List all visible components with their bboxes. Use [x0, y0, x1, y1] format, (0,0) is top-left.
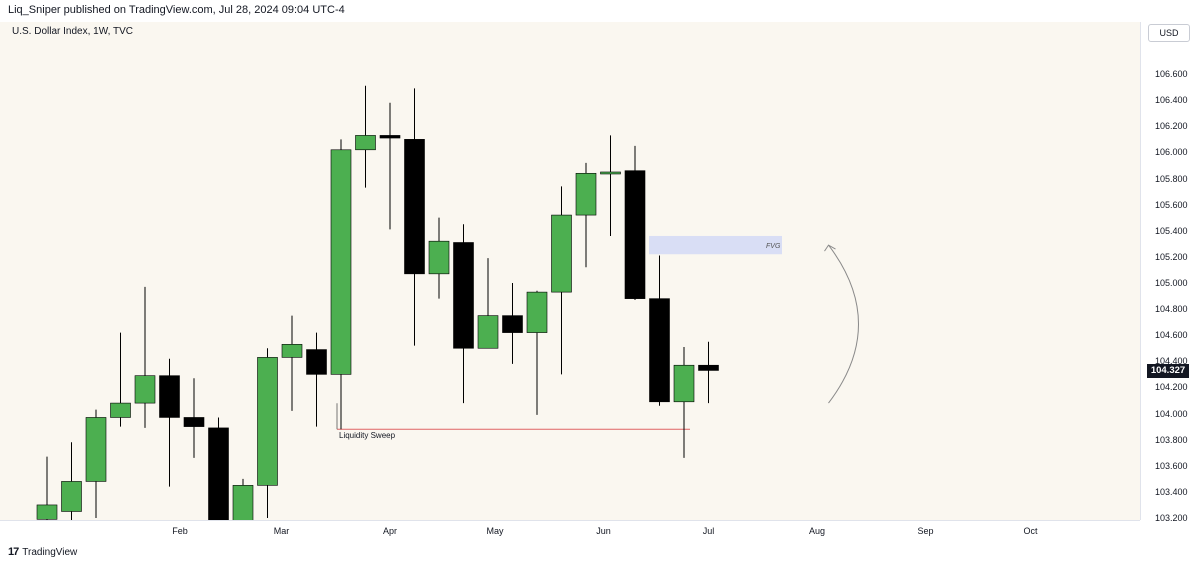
candle-body — [208, 427, 229, 520]
candle-body — [453, 242, 474, 349]
x-tick-label: Jun — [596, 526, 611, 536]
y-tick-label: 105.200 — [1155, 251, 1188, 262]
candle-body — [183, 417, 205, 427]
y-tick-label: 104.800 — [1155, 304, 1188, 315]
x-tick-label: May — [486, 526, 504, 536]
y-tick-label: 103.600 — [1155, 460, 1188, 471]
footer-brand[interactable]: 17 TradingView — [8, 546, 77, 558]
tradingview-logo-icon: 17 — [8, 546, 19, 558]
x-tick-label: Feb — [172, 526, 188, 536]
candle-body — [159, 375, 180, 418]
y-tick-label: 104.200 — [1155, 382, 1188, 393]
y-tick-label: 105.800 — [1155, 173, 1188, 184]
y-tick-label: 104.000 — [1155, 408, 1188, 419]
x-tick-label: Sep — [917, 526, 934, 536]
candle-body — [330, 149, 352, 375]
brand-name: TradingView — [22, 546, 78, 558]
projection-arrow — [828, 244, 859, 404]
liquidity-sweep-label: Liquidity Sweep — [339, 431, 396, 440]
fvg-label: FVG — [766, 243, 781, 250]
candle-body — [61, 481, 82, 512]
y-tick-label: 106.600 — [1155, 69, 1188, 80]
candle-body — [281, 344, 303, 358]
y-tick-label: 104.400 — [1155, 356, 1188, 367]
arrow-head-icon — [824, 244, 836, 252]
y-tick-label: 105.000 — [1155, 277, 1188, 288]
publish-header: Liq_Sniper published on TradingView.com,… — [8, 4, 345, 16]
candle-body — [673, 364, 695, 403]
candle-body — [428, 240, 450, 275]
x-tick-label: Jul — [702, 526, 715, 536]
y-tick-label: 103.200 — [1155, 513, 1188, 523]
candle-body — [502, 315, 523, 333]
last-price-label: 104.327 — [1147, 363, 1189, 378]
x-tick-label: Apr — [382, 526, 398, 536]
x-tick-label: Mar — [273, 526, 290, 536]
candle-body — [257, 357, 278, 486]
y-tick-label: 105.400 — [1155, 225, 1188, 236]
x-tick-label: Oct — [1023, 526, 1038, 536]
candle-body — [551, 214, 572, 293]
candle-body — [134, 375, 156, 404]
price-axis[interactable]: 103.200 103.400 103.600 103.800 104.000 104.2… — [1140, 22, 1200, 523]
y-tick-label: 106.200 — [1155, 121, 1188, 132]
fvg-zone — [649, 235, 782, 255]
candle-body — [232, 485, 254, 520]
candle-body — [600, 171, 621, 175]
currency-button[interactable]: USD — [1148, 24, 1190, 42]
candle-body — [698, 364, 719, 371]
candle-body — [526, 291, 548, 333]
candle-body — [477, 315, 499, 349]
y-tick-label: 104.600 — [1155, 330, 1188, 341]
x-tick-label: Aug — [808, 526, 826, 536]
candle-body — [624, 170, 646, 299]
symbol-label: U.S. Dollar Index, 1W, TVC — [12, 26, 133, 37]
y-tick-label: 106.400 — [1155, 95, 1188, 106]
candle-body — [575, 172, 597, 216]
candle-body — [85, 417, 107, 482]
candle-body — [36, 504, 58, 520]
candle-body — [355, 135, 376, 151]
chart-container[interactable]: FVG Liquidity Sweep U.S. Dollar Index, 1W… — [0, 22, 1200, 545]
candle-body — [306, 349, 327, 375]
candlestick-chart[interactable]: FVG Liquidity Sweep — [0, 22, 1140, 520]
candle-body — [379, 135, 401, 139]
time-axis[interactable]: Feb Mar Apr May Jun Jul Aug Sep Oct — [0, 520, 1140, 545]
y-tick-label: 105.600 — [1155, 199, 1188, 210]
candle-body — [404, 139, 425, 275]
y-tick-label: 103.800 — [1155, 434, 1188, 445]
y-tick-label: 106.000 — [1155, 147, 1188, 158]
candle-body — [649, 298, 670, 403]
candle-body — [110, 402, 131, 418]
y-tick-label: 103.400 — [1155, 486, 1188, 497]
